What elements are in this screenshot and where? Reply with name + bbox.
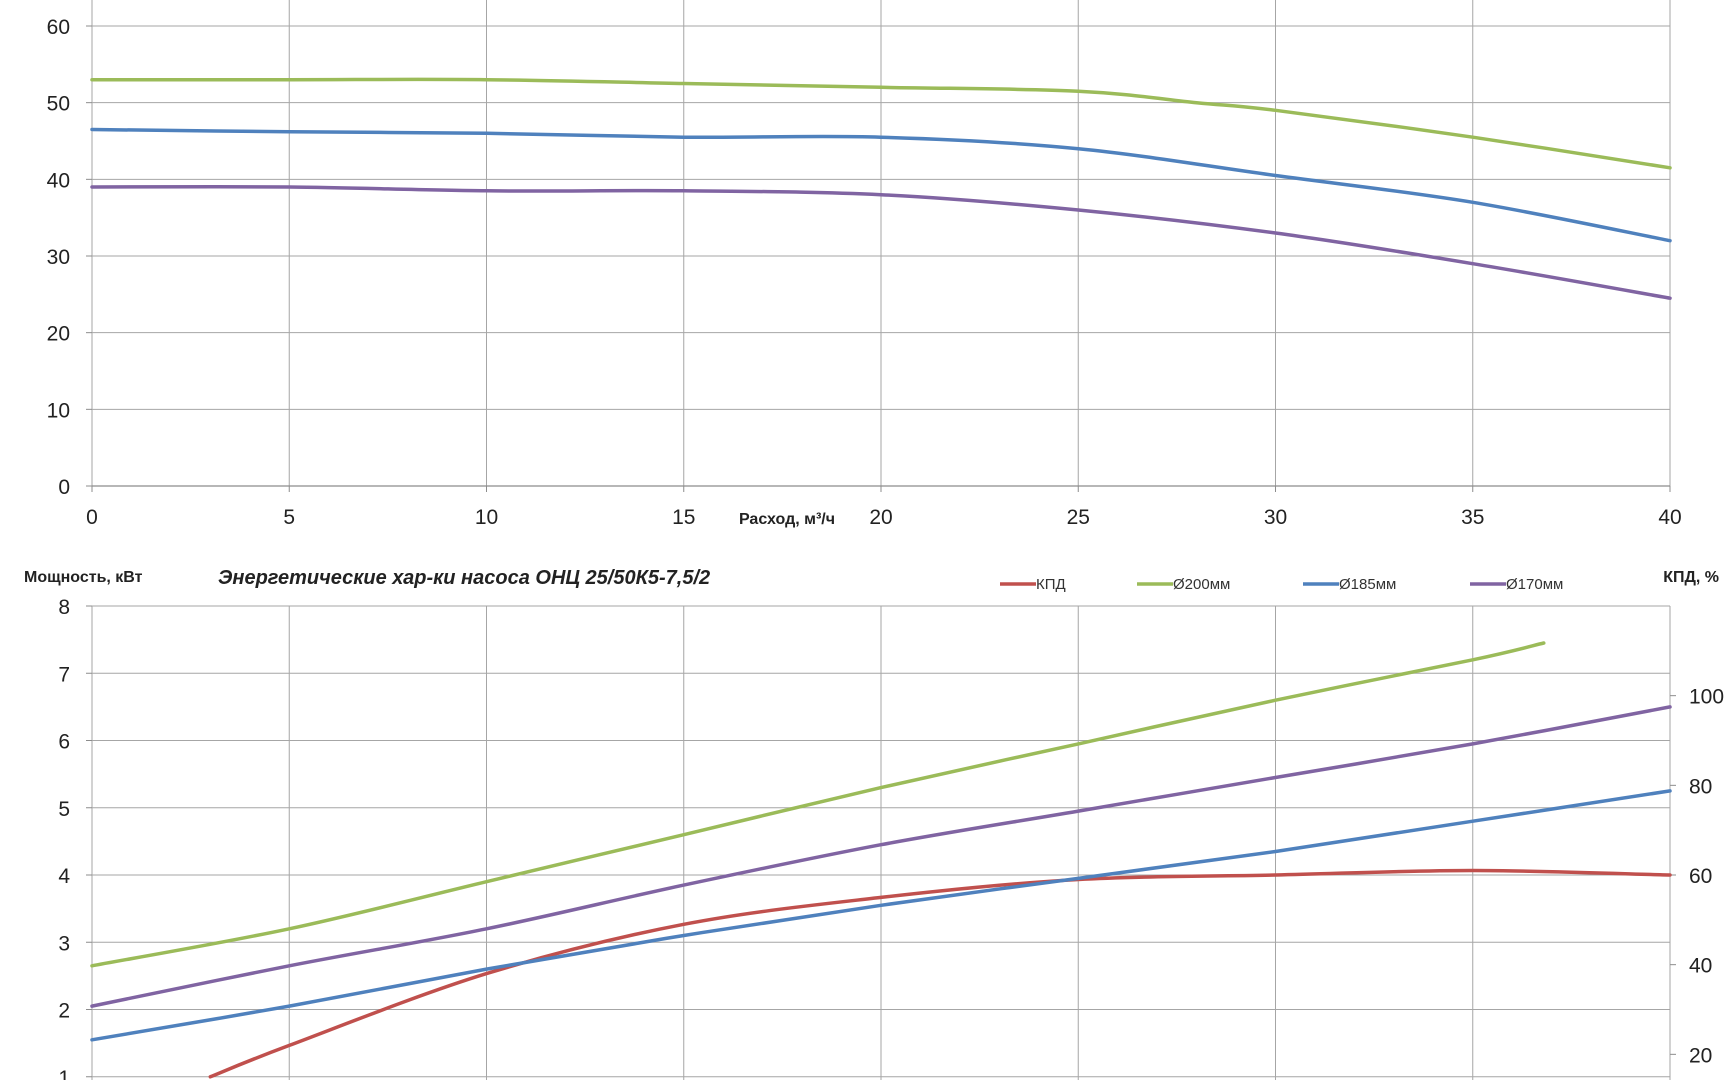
efficiency-y-tick-label: 80 — [1689, 775, 1712, 798]
legend-label-КПД: КПД — [1036, 576, 1066, 593]
head-chart-y-tick-label: 50 — [47, 93, 70, 116]
efficiency-y-tick-label: 20 — [1689, 1044, 1712, 1067]
power-chart-y-tick-label: 1 — [58, 1067, 70, 1080]
head-chart-y-tick-label: 60 — [47, 16, 70, 39]
head-chart-x-tick-label: 20 — [869, 506, 892, 529]
power-curve-Ø170мм — [90, 705, 1672, 1008]
head-chart-x-tick-label: 35 — [1461, 506, 1484, 529]
head-chart-grid — [86, 0, 1671, 492]
efficiency-y-tick-label: 40 — [1689, 955, 1712, 978]
power-chart-y-tick-label: 2 — [58, 1000, 70, 1023]
head-chart-y-tick-label: 40 — [47, 169, 70, 192]
power-chart-y-tick-label: 3 — [58, 932, 70, 955]
head-chart-x-tick-label: 0 — [86, 506, 98, 529]
efficiency-y-tick-label: 60 — [1689, 865, 1712, 888]
legend-label-Ø200мм: Ø200мм — [1173, 576, 1230, 593]
head-curve-Ø200мм — [90, 77, 1672, 170]
head-chart-ticks: 0 5 10 15 20 25 30 35 40 0 10 20 30 40 50 60 — [47, 16, 1682, 529]
power-chart-ticks: 1 2 3 4 5 6 7 8 20 40 60 80 100 — [58, 596, 1724, 1085]
legend-label-Ø185мм: Ø185мм — [1339, 576, 1396, 593]
power-chart-grid — [86, 605, 1676, 1080]
power-chart-y-tick-label: 6 — [58, 731, 70, 754]
power-curve-Ø185мм — [90, 789, 1672, 1042]
power-chart: 1 2 3 4 5 6 7 8 20 40 60 80 100 Мощность, кВт Энерге… — [24, 567, 1724, 1085]
head-chart-x-tick-label: 5 — [283, 506, 295, 529]
head-chart-x-tick-label: 10 — [475, 506, 498, 529]
head-chart-y-tick-label: 30 — [47, 246, 70, 269]
head-curve-Ø185мм — [90, 127, 1672, 243]
head-chart-x-tick-label: 15 — [672, 506, 695, 529]
head-chart-series — [90, 77, 1672, 300]
efficiency-y-tick-label: 100 — [1689, 686, 1724, 709]
power-chart-y-tick-label: 7 — [58, 663, 70, 686]
head-chart: 0 5 10 15 20 25 30 35 40 0 10 20 30 40 50 60 Расход, м³… — [47, 0, 1682, 529]
power-chart-title: Энергетические хар-ки насоса ОНЦ 25/50К5… — [218, 567, 710, 589]
head-chart-y-tick-label: 0 — [58, 476, 70, 499]
legend-label-Ø170мм: Ø170мм — [1506, 576, 1563, 593]
power-curve-КПД — [208, 868, 1672, 1079]
head-chart-y-tick-label: 20 — [47, 323, 70, 346]
efficiency-axis-label: КПД, % — [1663, 569, 1719, 586]
head-chart-x-tick-label: 25 — [1067, 506, 1090, 529]
power-axis-label: Мощность, кВт — [24, 569, 143, 586]
power-chart-y-tick-label: 5 — [58, 798, 70, 821]
head-chart-x-axis-label: Расход, м³/ч — [739, 511, 835, 528]
power-chart-y-tick-label: 8 — [58, 596, 70, 619]
head-curve-Ø170мм — [90, 184, 1672, 300]
power-curve-Ø200мм — [90, 641, 1546, 968]
power-chart-legend: КПД Ø200мм Ø185мм Ø170мм — [1000, 576, 1563, 593]
power-chart-series — [90, 641, 1672, 1079]
power-chart-y-tick-label: 4 — [58, 865, 70, 888]
head-chart-x-tick-label: 40 — [1658, 506, 1681, 529]
head-chart-x-tick-label: 30 — [1264, 506, 1287, 529]
head-chart-y-tick-label: 10 — [47, 399, 70, 422]
